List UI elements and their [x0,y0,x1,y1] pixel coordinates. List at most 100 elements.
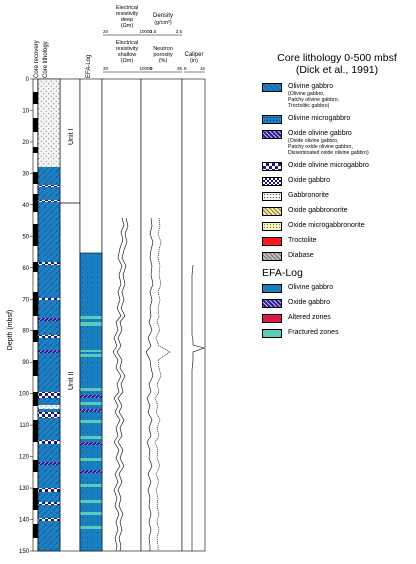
svg-text:35: 35 [177,66,183,71]
core-legend-label: Olivine gabbro [288,83,334,90]
depth-tick-label: 40 [22,203,29,209]
depth-tick-label: 80 [22,329,29,335]
svg-text:3.5: 3.5 [176,29,183,34]
depth-tick-label: 150 [19,549,30,555]
core-legend-swatch [262,237,282,246]
svg-text:(Ωm): (Ωm) [121,23,134,29]
core-lithology-column [37,78,61,552]
core-legend-swatch [262,162,282,171]
svg-text:resistivity: resistivity [116,11,139,17]
svg-text:porosity: porosity [153,52,173,58]
depth-tick-label: 130 [19,486,30,492]
svg-text:Neutron: Neutron [153,46,173,52]
svg-text:Density: Density [153,13,173,19]
header-core-lithology: Core lithology [43,41,49,78]
caliper-curve [191,264,205,551]
core-legend-label: Oxide olivine microgabbro [288,162,369,169]
svg-text:Electrical: Electrical [116,5,138,11]
core-legend-label: Diabase [288,252,314,259]
core-legend-swatch [262,177,282,186]
core-legend-swatch [262,130,282,139]
depth-tick-label: 110 [19,423,29,429]
core-legend-label: Oxide olivine gabbro [288,130,352,137]
core-legend-item: Diabase [258,251,416,261]
efa-legend-swatch [262,299,282,308]
efa-legend-swatch [262,284,282,293]
efa-legend-swatch [262,329,282,338]
resistivity-deep-curve [112,217,125,552]
core-legend-swatch [262,222,282,231]
unit-label-ii: Unit II [68,372,75,390]
legend-core-subtitle: (Dick et al., 1991) [295,64,379,76]
density-curve [145,217,154,551]
svg-text:Electrical: Electrical [116,40,138,46]
core-legend-item: Oxide microgabbronorite [258,221,416,231]
depth-tick-label: 140 [19,518,30,524]
header-caliper: Caliper (in) 8 16 [184,52,206,73]
core-legend-sublabel: Patchy olivine gabbro, [288,97,340,103]
svg-text:(Ωm): (Ωm) [121,58,134,64]
core-legend-item: Olivine gabbro (Olivine gabbro, Patchy oli… [258,82,416,109]
core-legend-swatch [262,192,282,201]
core-legend-swatch [262,252,282,261]
depth-tick-label: 90 [22,360,29,366]
core-legend-label: Oxide gabbronorite [288,207,348,214]
legend-core-title: Core lithology 0-500 mbsf [277,52,397,64]
efa-legend-label: Altered zones [288,314,331,321]
resistivity-track [101,78,142,552]
depth-axis-label: Depth (mbsf) [7,310,14,350]
header-core-recovery: Core recovery [34,40,40,78]
core-legend-label: Oxide microgabbronorite [288,222,365,229]
header-resistivity-deep: Electrical resistivity deep (Ωm) 20 1000… [103,5,152,36]
svg-text:deep: deep [121,17,133,23]
svg-text:resistivity: resistivity [116,46,139,52]
depth-tick-label: 120 [19,455,30,461]
core-legend-item: Olivine microgabbro [258,114,416,124]
legend-efa-title: EFA-Log [262,267,303,279]
core-legend-sublabel: (Olivine gabbro, [288,91,325,97]
core-legend-item: Troctolite [258,236,416,246]
svg-text:2.5: 2.5 [150,29,157,34]
efa-legend-item: Olivine gabbro [258,283,416,293]
svg-text:(in): (in) [190,58,198,64]
svg-text:shallow: shallow [118,52,136,58]
svg-text:10000: 10000 [139,66,152,71]
svg-text:20: 20 [103,29,109,34]
header-density: Density (g/cm³) 2.5 3.5 [150,13,183,36]
resistivity-shallow-curve [116,217,129,552]
depth-tick-label: 20 [22,140,29,146]
core-legend-label: Olivine microgabbro [288,115,351,122]
core-legend-item: Oxide olivine microgabbro [258,161,416,171]
depth-tick-label: 50 [22,234,29,240]
depth-tick-label: 0 [26,77,30,83]
legend: Core lithology 0-500 mbsf (Dick et al., … [258,52,416,343]
density-porosity-track [140,78,183,552]
core-legend-item: Oxide gabbronorite [258,206,416,216]
core-legend-sublabel: Disseminated oxide olivine gabbro) [288,150,369,156]
core-recovery-blocks [33,92,38,538]
efa-legend-label: Oxide gabbro [288,299,331,306]
svg-text:20: 20 [103,66,109,71]
efa-legend-label: Fractured zones [288,329,339,336]
depth-tick-label: 30 [22,171,29,177]
depth-tick-label: 60 [22,266,29,272]
depth-tick-label: 70 [22,297,29,303]
svg-text:(%): (%) [159,58,168,64]
caliper-track [181,78,206,552]
unit-label-i: Unit I [68,129,75,145]
core-legend-label: Oxide gabbro [288,177,331,184]
core-legend-item: Oxide gabbro [258,176,416,186]
core-legend-label: Troctolite [288,237,317,244]
header-resistivity-shallow: Electrical resistivity shallow (Ωm) 20 1… [103,40,152,73]
core-legend-swatch [262,115,282,124]
header-efa-log: EFA-Log [86,55,92,78]
svg-text:8: 8 [184,66,187,71]
core-legend-swatch [262,83,282,92]
efa-legend-item: Altered zones [258,313,416,323]
svg-text:16: 16 [200,66,206,71]
depth-axis: Depth (mbsf) 0 10 20 30 40 50 60 70 80 90 100 110 12… [7,77,33,555]
efa-log-column [79,252,103,552]
core-legend-swatch [262,207,282,216]
efa-legend-label: Olivine gabbro [288,284,334,291]
